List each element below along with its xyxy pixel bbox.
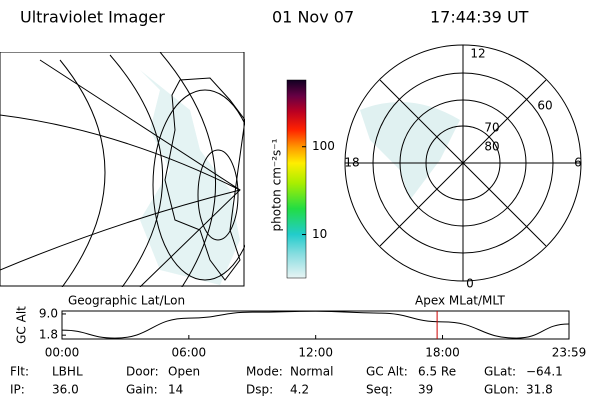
colorbar-tick-label: 100 [312, 139, 335, 153]
mlt-label: 0 [466, 277, 474, 291]
info-value: −64.1 [526, 365, 563, 379]
info-value: Open [168, 365, 200, 379]
altitude-line [61, 310, 570, 339]
info-value: Normal [290, 365, 333, 379]
info-label: Dsp: [246, 383, 273, 397]
info-label: GLat: [484, 365, 516, 379]
y-tick-label: 9.0 [39, 306, 58, 320]
info-value: 6.5 Re [418, 365, 456, 379]
y-axis-label: GC Alt [15, 306, 29, 344]
time: 17:44:39 UT [430, 8, 529, 27]
mlt-label: 18 [344, 156, 359, 170]
geo-map [0, 52, 245, 287]
x-tick-label: 18:00 [425, 346, 460, 360]
polar-plot [344, 44, 582, 282]
x-tick-label: 06:00 [172, 346, 207, 360]
date: 01 Nov 07 [272, 8, 354, 27]
info-label: Gain: [126, 383, 158, 397]
lat-label: 80 [484, 140, 499, 154]
panel-label: Apex MLat/MLT [415, 294, 505, 308]
colorbar-label: photon cm⁻²s⁻¹ [270, 138, 284, 231]
colorbar [286, 79, 307, 279]
info-value: 31.8 [526, 383, 553, 397]
panel-label: Geographic Lat/Lon [68, 294, 185, 308]
info-label: Flt: [10, 365, 29, 379]
info-label: GC Alt: [366, 365, 408, 379]
y-tick-label: 1.8 [39, 328, 58, 342]
mlt-label: 6 [574, 156, 582, 170]
info-value: 14 [168, 383, 183, 397]
lat-label: 60 [537, 99, 552, 113]
x-tick-label: 12:00 [298, 346, 333, 360]
info-value: 39 [418, 383, 433, 397]
instrument: Ultraviolet Imager [20, 8, 165, 27]
info-label: Mode: [246, 365, 283, 379]
colorbar-tick-label: 10 [312, 227, 327, 241]
info-label: Door: [126, 365, 159, 379]
mlt-label: 12 [470, 47, 485, 61]
info-value: LBHL [52, 365, 83, 379]
lat-label: 70 [484, 121, 499, 135]
info-label: Seq: [366, 383, 393, 397]
info-value: 36.0 [52, 383, 79, 397]
info-value: 4.2 [290, 383, 309, 397]
info-label: IP: [10, 383, 25, 397]
x-tick-label: 23:59 [552, 346, 587, 360]
info-label: GLon: [484, 383, 519, 397]
x-tick-label: 00:00 [45, 346, 80, 360]
